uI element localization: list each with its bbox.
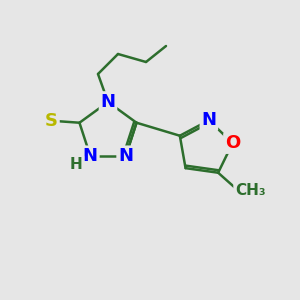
Text: N: N <box>118 147 133 165</box>
Text: N: N <box>201 111 216 129</box>
Text: O: O <box>225 134 240 152</box>
Text: N: N <box>100 93 116 111</box>
Text: S: S <box>45 112 58 130</box>
Text: CH₃: CH₃ <box>235 183 266 198</box>
Text: N: N <box>83 147 98 165</box>
Text: H: H <box>70 157 83 172</box>
